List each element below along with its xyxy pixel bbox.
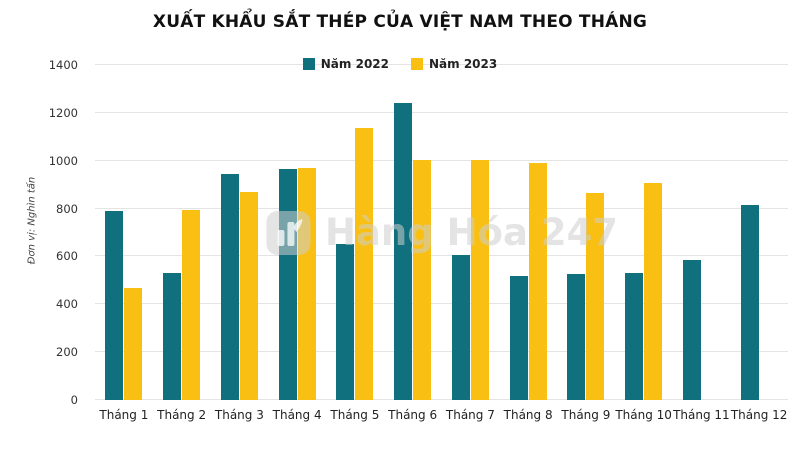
bar-nam-2023-thang-9 — [586, 193, 605, 400]
gridline-0 — [95, 399, 788, 400]
x-tick-thang-5: Tháng 5 — [330, 408, 380, 422]
legend-swatch-nam-2023 — [411, 58, 423, 70]
legend-swatch-nam-2022 — [302, 58, 315, 70]
legend-item-nam-2022: Năm 2022 — [302, 57, 389, 71]
x-axis-labels: Tháng 1 Tháng 2 Tháng 3 Tháng 4 Tháng 5 Tháng… — [95, 408, 788, 422]
bar-nam-2023-thang-7 — [470, 159, 489, 400]
gridline-200 — [95, 351, 788, 353]
bar-group-thang-12 — [730, 65, 788, 400]
y-tick-0: 0 — [70, 393, 78, 407]
legend-item-nam-2023: Năm 2023 — [411, 57, 497, 71]
y-tick-800: 800 — [56, 201, 78, 216]
bar-group-thang-9 — [557, 65, 615, 400]
x-tick-thang-1: Tháng 1 — [99, 408, 149, 422]
bar-group-thang-10 — [615, 65, 673, 400]
bar-nam-2023-thang-6 — [413, 159, 432, 400]
x-tick-thang-2: Tháng 2 — [157, 408, 207, 422]
bar-group-thang-4 — [268, 65, 326, 400]
bar-nam-2023-thang-5 — [355, 128, 374, 400]
gridline-1200 — [95, 111, 788, 113]
y-tick-1400: 1400 — [48, 58, 78, 72]
bar-nam-2022-thang-4 — [278, 169, 297, 400]
bar-nam-2023-thang-10 — [644, 183, 663, 400]
bar-nam-2022-thang-11 — [682, 260, 701, 400]
bar-nam-2023-thang-1 — [124, 287, 143, 400]
gridline-1000 — [95, 159, 788, 161]
bar-nam-2022-thang-9 — [567, 274, 586, 400]
x-tick-thang-12: Tháng 12 — [730, 408, 788, 422]
x-tick-thang-8: Tháng 8 — [503, 408, 553, 422]
x-tick-thang-3: Tháng 3 — [214, 408, 264, 422]
plot-area: Hàng Hóa 247 — [95, 64, 788, 400]
bar-group-thang-1 — [95, 65, 153, 400]
bar-group-thang-11 — [673, 65, 731, 400]
bar-nam-2023-thang-4 — [297, 167, 316, 400]
bar-group-thang-6 — [384, 65, 442, 400]
x-tick-thang-9: Tháng 9 — [561, 408, 611, 422]
bar-group-thang-5 — [326, 65, 384, 400]
bar-group-thang-7 — [442, 65, 500, 400]
bar-groups — [95, 65, 788, 400]
bar-nam-2022-thang-7 — [451, 255, 470, 400]
bar-nam-2022-thang-5 — [336, 244, 355, 400]
bar-group-thang-8 — [499, 65, 557, 400]
legend-label-nam-2023: Năm 2023 — [429, 57, 498, 71]
x-tick-thang-6: Tháng 6 — [388, 408, 438, 422]
bar-nam-2022-thang-12 — [740, 204, 759, 400]
y-tick-1200: 1200 — [48, 105, 78, 120]
bar-nam-2023-thang-2 — [182, 209, 201, 400]
bar-nam-2022-thang-1 — [105, 210, 124, 400]
legend: Năm 2022 Năm 2023 — [0, 57, 800, 71]
gridline-400 — [95, 303, 788, 305]
bar-nam-2022-thang-10 — [625, 273, 644, 400]
bar-nam-2023-thang-8 — [528, 163, 547, 400]
gridline-1400 — [95, 64, 788, 65]
y-axis-ticks: 0 200 400 600 800 1000 1200 1400 — [0, 58, 86, 407]
bar-nam-2022-thang-3 — [220, 173, 239, 400]
x-tick-thang-4: Tháng 4 — [272, 408, 322, 422]
bar-group-thang-2 — [153, 65, 211, 400]
x-tick-thang-10: Tháng 10 — [615, 408, 672, 422]
x-tick-thang-7: Tháng 7 — [445, 408, 495, 422]
x-tick-thang-11: Tháng 11 — [673, 408, 730, 422]
y-tick-600: 600 — [56, 249, 78, 264]
legend-label-nam-2022: Năm 2022 — [320, 57, 389, 71]
bar-group-thang-3 — [211, 65, 269, 400]
y-tick-1000: 1000 — [48, 153, 78, 168]
gridline-600 — [95, 255, 788, 257]
gridline-800 — [95, 207, 788, 209]
bar-nam-2023-thang-3 — [239, 191, 258, 400]
y-tick-200: 200 — [56, 345, 78, 360]
chart-title: XUẤT KHẨU SẮT THÉP CỦA VIỆT NAM THEO THÁ… — [152, 12, 648, 32]
bar-nam-2022-thang-6 — [394, 103, 413, 400]
bar-nam-2022-thang-8 — [509, 275, 528, 400]
y-tick-400: 400 — [56, 297, 78, 312]
bar-nam-2022-thang-2 — [163, 273, 182, 400]
